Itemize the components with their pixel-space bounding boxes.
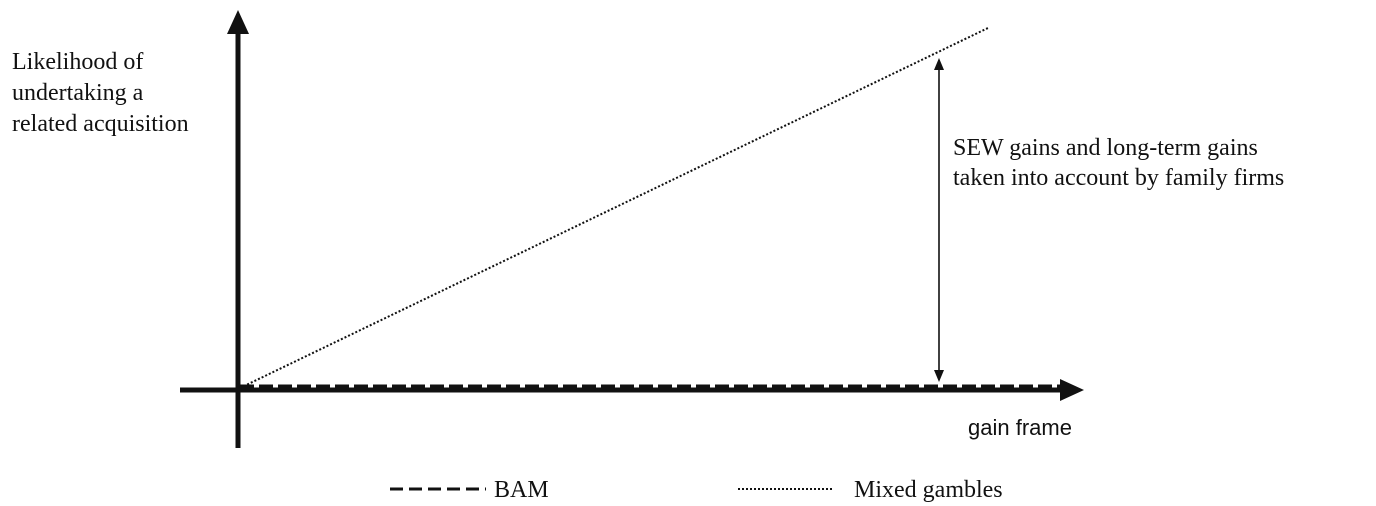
y-axis bbox=[227, 10, 249, 448]
annotation-text: SEW gains and long-term gains taken into… bbox=[953, 135, 1284, 191]
x-axis-label: gain frame bbox=[968, 415, 1072, 440]
mixed-gambles-dotted-line bbox=[239, 27, 989, 389]
legend: BAM Mixed gambles bbox=[390, 477, 1003, 503]
annotation-line-1: SEW gains and long-term gains bbox=[953, 135, 1258, 161]
legend-item-bam: BAM bbox=[390, 477, 549, 503]
legend-mixed-gambles-label: Mixed gambles bbox=[854, 477, 1003, 503]
y-axis-label-line-2: undertaking a bbox=[12, 80, 144, 106]
annotation-line-2: taken into account by family firms bbox=[953, 165, 1284, 191]
y-axis-label-line-1: Likelihood of bbox=[12, 49, 143, 75]
legend-bam-label: BAM bbox=[494, 477, 549, 503]
double-arrow-indicator bbox=[934, 58, 944, 382]
y-axis-label: Likelihood of undertaking a related acqu… bbox=[12, 49, 189, 137]
legend-item-mixed-gambles: Mixed gambles bbox=[738, 477, 1003, 503]
x-axis bbox=[180, 379, 1084, 401]
y-axis-label-line-3: related acquisition bbox=[12, 111, 189, 137]
